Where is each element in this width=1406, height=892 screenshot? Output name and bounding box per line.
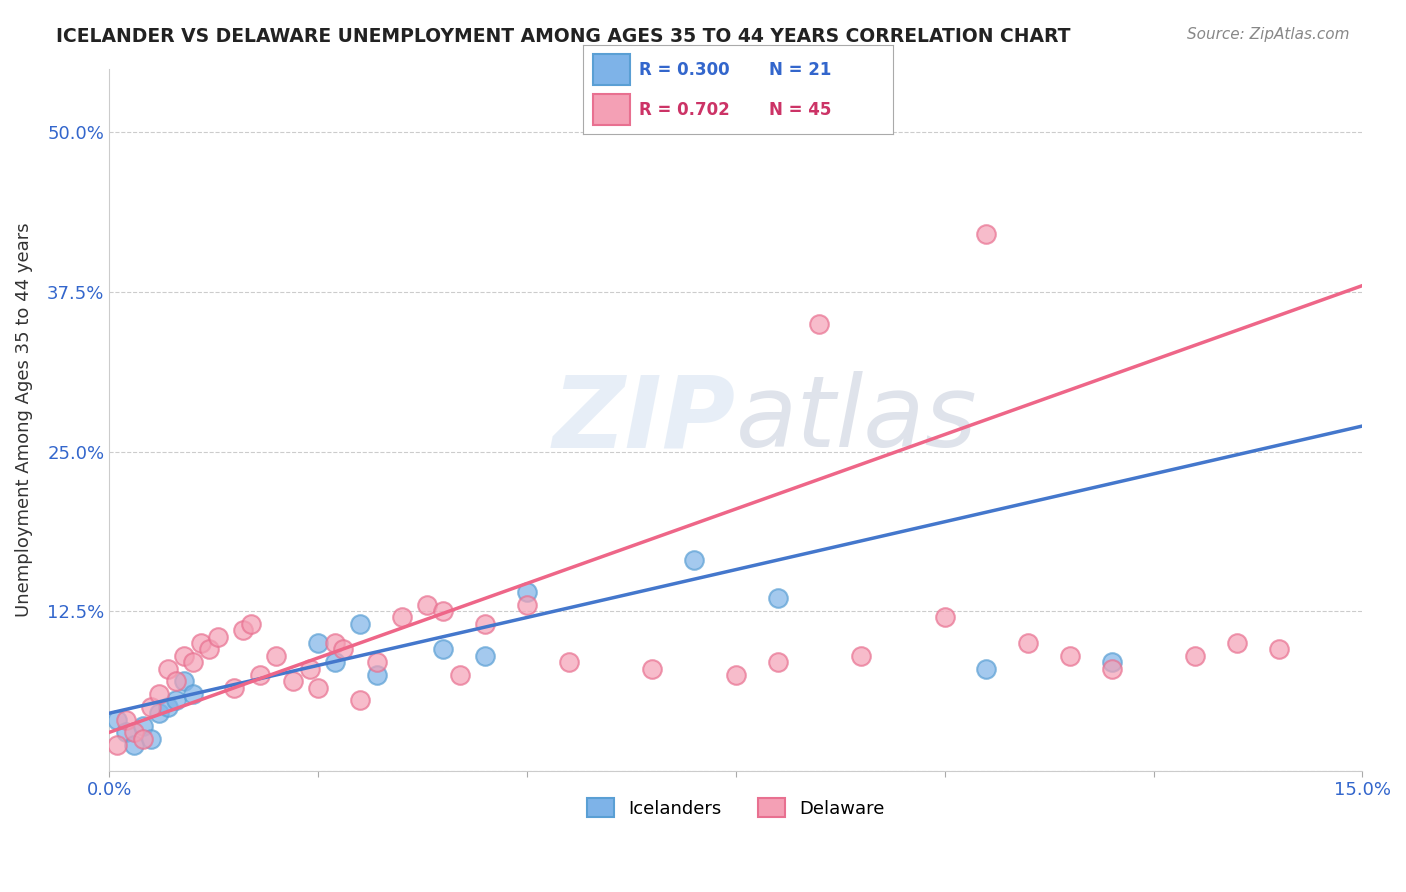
Delaware xyxy=(1268,642,1291,657)
Delaware xyxy=(148,687,170,701)
Icelanders xyxy=(148,706,170,721)
Icelanders xyxy=(1101,655,1123,669)
Delaware xyxy=(307,681,329,695)
Text: atlas: atlas xyxy=(735,371,977,468)
Delaware xyxy=(165,674,187,689)
Icelanders xyxy=(474,648,496,663)
Legend: Icelanders, Delaware: Icelanders, Delaware xyxy=(579,791,891,825)
Delaware xyxy=(1184,648,1206,663)
Delaware xyxy=(432,604,454,618)
Text: R = 0.702: R = 0.702 xyxy=(640,101,730,119)
Icelanders xyxy=(107,713,129,727)
Delaware xyxy=(808,317,831,331)
Y-axis label: Unemployment Among Ages 35 to 44 years: Unemployment Among Ages 35 to 44 years xyxy=(15,222,32,617)
Delaware xyxy=(474,616,496,631)
Icelanders xyxy=(516,585,538,599)
Delaware xyxy=(391,610,413,624)
FancyBboxPatch shape xyxy=(593,94,630,125)
Delaware xyxy=(298,662,321,676)
Delaware xyxy=(232,624,254,638)
Delaware xyxy=(190,636,212,650)
Delaware xyxy=(934,610,956,624)
Delaware xyxy=(849,648,872,663)
Icelanders xyxy=(323,655,346,669)
Delaware xyxy=(131,731,153,746)
Icelanders xyxy=(114,725,136,739)
Icelanders xyxy=(307,636,329,650)
FancyBboxPatch shape xyxy=(593,54,630,85)
Delaware xyxy=(332,642,354,657)
Delaware xyxy=(264,648,287,663)
Delaware xyxy=(240,616,263,631)
Delaware xyxy=(766,655,789,669)
Delaware xyxy=(349,693,371,707)
Icelanders xyxy=(366,668,388,682)
Icelanders xyxy=(156,699,179,714)
Delaware xyxy=(122,725,145,739)
Delaware xyxy=(1017,636,1039,650)
Icelanders xyxy=(683,553,706,567)
Icelanders xyxy=(766,591,789,606)
Delaware xyxy=(249,668,271,682)
Text: Source: ZipAtlas.com: Source: ZipAtlas.com xyxy=(1187,27,1350,42)
Icelanders xyxy=(165,693,187,707)
Icelanders xyxy=(349,616,371,631)
Icelanders xyxy=(432,642,454,657)
Delaware xyxy=(139,699,162,714)
Icelanders xyxy=(181,687,204,701)
Delaware xyxy=(224,681,246,695)
Delaware xyxy=(449,668,471,682)
Icelanders xyxy=(131,719,153,733)
Delaware xyxy=(724,668,747,682)
Text: N = 21: N = 21 xyxy=(769,61,831,78)
Delaware xyxy=(976,227,998,242)
Delaware xyxy=(1226,636,1249,650)
Delaware xyxy=(198,642,221,657)
Icelanders xyxy=(139,731,162,746)
Icelanders xyxy=(976,662,998,676)
Delaware xyxy=(207,630,229,644)
Delaware xyxy=(107,738,129,752)
Delaware xyxy=(415,598,437,612)
Text: N = 45: N = 45 xyxy=(769,101,831,119)
Delaware xyxy=(641,662,664,676)
Delaware xyxy=(323,636,346,650)
Delaware xyxy=(366,655,388,669)
Text: ICELANDER VS DELAWARE UNEMPLOYMENT AMONG AGES 35 TO 44 YEARS CORRELATION CHART: ICELANDER VS DELAWARE UNEMPLOYMENT AMONG… xyxy=(56,27,1071,45)
Delaware xyxy=(114,713,136,727)
Text: R = 0.300: R = 0.300 xyxy=(640,61,730,78)
Delaware xyxy=(181,655,204,669)
Icelanders xyxy=(122,738,145,752)
Delaware xyxy=(173,648,195,663)
Delaware xyxy=(1101,662,1123,676)
Delaware xyxy=(557,655,579,669)
Text: ZIP: ZIP xyxy=(553,371,735,468)
Delaware xyxy=(281,674,304,689)
Icelanders xyxy=(173,674,195,689)
Delaware xyxy=(1059,648,1081,663)
Delaware xyxy=(156,662,179,676)
Delaware xyxy=(516,598,538,612)
